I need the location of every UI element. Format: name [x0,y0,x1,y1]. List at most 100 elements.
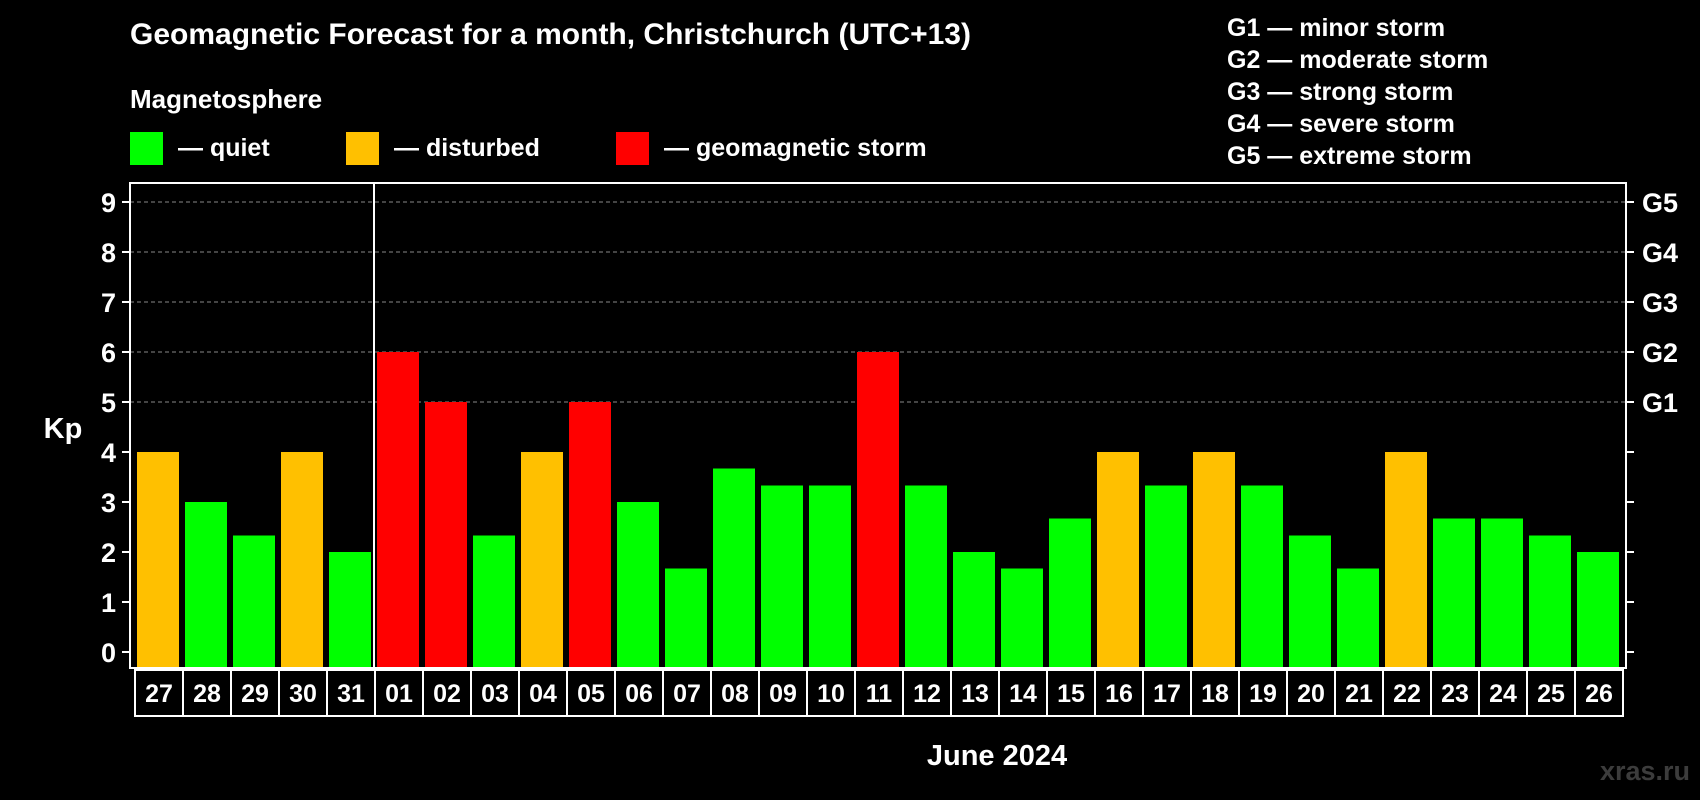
g-axis-label-G3: G3 [1642,288,1678,318]
bar-16 [1097,452,1139,668]
x-tick-label-23: 23 [1441,680,1469,708]
x-tick-label-18: 18 [1201,680,1229,708]
x-tick-label-02: 02 [433,680,461,708]
g-scale-g5: G5 — extreme storm [1227,142,1472,170]
x-tick-label-24: 24 [1489,680,1517,708]
y-tick-label-2: 2 [101,538,116,568]
x-tick-label-03: 03 [481,680,509,708]
x-tick-label-30: 30 [289,680,317,708]
g-scale-g2: G2 — moderate storm [1227,46,1489,74]
bar-15 [1049,518,1091,668]
x-tick-label-01: 01 [385,680,413,708]
y-axis-label: Kp [44,413,83,445]
bar-09 [761,485,803,668]
bar-30 [281,452,323,668]
y-tick-label-7: 7 [101,288,116,318]
bar-18 [1193,452,1235,668]
bar-13 [953,552,995,668]
bar-12 [905,485,947,668]
y-tick-label-3: 3 [101,488,116,518]
x-tick-label-28: 28 [193,680,221,708]
g-axis-label-G1: G1 [1642,388,1678,418]
x-axis-label: June 2024 [927,740,1067,772]
bar-25 [1529,535,1571,668]
bar-28 [185,502,227,668]
bar-07 [665,568,707,668]
x-tick-label-12: 12 [913,680,941,708]
g-axis-label-G4: G4 [1642,238,1678,268]
x-tick-label-17: 17 [1153,680,1181,708]
bar-03 [473,535,515,668]
bar-02 [425,402,467,668]
x-tick-label-22: 22 [1393,680,1421,708]
watermark: xras.ru [1599,756,1690,786]
bar-01 [377,352,419,668]
bar-21 [1337,568,1379,668]
y-tick-label-0: 0 [101,638,116,668]
bar-31 [329,552,371,668]
x-tick-label-15: 15 [1057,680,1085,708]
x-tick-label-26: 26 [1585,680,1613,708]
legend-label-disturbed: — disturbed [394,134,540,162]
g-scale-g4: G4 — severe storm [1227,110,1455,138]
bar-06 [617,502,659,668]
y-tick-label-6: 6 [101,338,116,368]
y-tick-label-1: 1 [101,588,116,618]
x-tick-label-08: 08 [721,680,749,708]
legend-label-storm: — geomagnetic storm [664,134,927,162]
legend-swatch-quiet [130,132,163,165]
bar-27 [137,452,179,668]
x-tick-label-29: 29 [241,680,269,708]
x-tick-label-16: 16 [1105,680,1133,708]
g-scale-legend: G1 — minor storm G2 — moderate storm G3 … [1227,12,1488,172]
x-tick-label-06: 06 [625,680,653,708]
bar-08 [713,468,755,668]
legend-heading: Magnetosphere [130,84,323,114]
bar-17 [1145,485,1187,668]
g-axis-label-G2: G2 [1642,338,1678,368]
x-tick-label-10: 10 [817,680,845,708]
x-tick-label-19: 19 [1249,680,1277,708]
x-tick-label-04: 04 [529,680,557,708]
x-tick-label-20: 20 [1297,680,1325,708]
bar-23 [1433,518,1475,668]
y-tick-label-9: 9 [101,188,116,218]
x-tick-label-21: 21 [1345,680,1373,708]
x-tick-label-14: 14 [1009,680,1037,708]
x-tick-label-13: 13 [961,680,989,708]
x-tick-label-07: 07 [673,680,701,708]
g-axis-label-G5: G5 [1642,188,1678,218]
bar-22 [1385,452,1427,668]
bar-11 [857,352,899,668]
x-tick-label-11: 11 [866,680,893,708]
x-tick-label-25: 25 [1537,680,1565,708]
x-tick-label-31: 31 [337,680,365,708]
g-scale-g1: G1 — minor storm [1227,14,1446,42]
y-tick-label-8: 8 [101,238,116,268]
legend-item-quiet: — quiet [130,132,270,165]
x-tick-label-09: 09 [769,680,797,708]
bar-19 [1241,485,1283,668]
x-tick-label-05: 05 [577,680,605,708]
y-tick-label-4: 4 [101,438,116,468]
bar-24 [1481,518,1523,668]
bar-14 [1001,568,1043,668]
bar-26 [1577,552,1619,668]
bar-10 [809,485,851,668]
bar-29 [233,535,275,668]
bar-04 [521,452,563,668]
plot-frame [129,182,1627,669]
g-scale-g3: G3 — strong storm [1227,78,1454,106]
y-tick-label-5: 5 [101,388,116,418]
x-tick-label-27: 27 [145,680,173,708]
legend-label-quiet: — quiet [178,134,270,162]
chart-title: Geomagnetic Forecast for a month, Christ… [130,18,971,51]
legend-item-disturbed: — disturbed [346,132,540,165]
bar-05 [569,402,611,668]
bar-20 [1289,535,1331,668]
legend-swatch-storm [616,132,649,165]
date-strip [134,669,1624,717]
legend-swatch-disturbed [346,132,379,165]
legend-item-storm: — geomagnetic storm [616,132,927,165]
